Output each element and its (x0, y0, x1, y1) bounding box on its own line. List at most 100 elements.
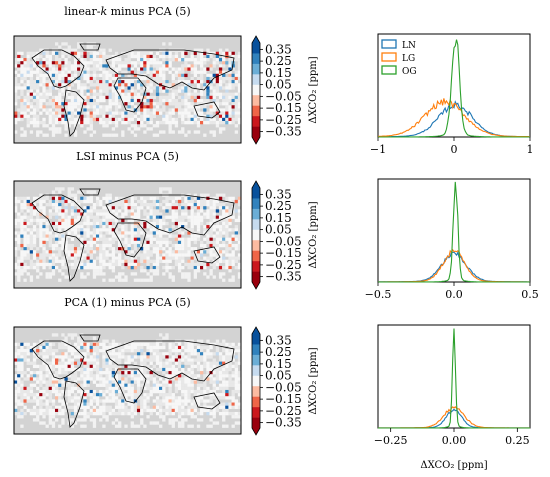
map-cell (171, 396, 175, 400)
map-cell (58, 64, 62, 68)
map-cell (51, 355, 56, 359)
map-cell (159, 424, 163, 428)
map-cell (17, 265, 21, 270)
map-cell (171, 418, 175, 422)
map-cell (102, 206, 106, 210)
map-cell (26, 272, 30, 276)
map-cell (83, 98, 87, 103)
map-cell (42, 411, 46, 416)
map-cell (70, 383, 75, 387)
map-cell (29, 386, 34, 391)
map-cell (54, 42, 59, 46)
map-cell (20, 361, 24, 365)
map-cell (111, 215, 116, 219)
map-cell (99, 389, 103, 394)
map-cell (143, 111, 147, 115)
map-cell (234, 58, 238, 62)
map-cell (168, 371, 172, 375)
map-cell (203, 352, 207, 356)
map-cell (162, 51, 166, 56)
map-cell (36, 108, 40, 112)
map-cell (26, 124, 30, 128)
map-cell (118, 259, 122, 263)
map-cell (234, 234, 238, 238)
map-cell (171, 225, 175, 229)
map-cell (136, 92, 141, 96)
map-cell (45, 355, 49, 359)
map-cell (168, 386, 172, 391)
map-cell (48, 61, 52, 65)
map-cell (14, 221, 18, 226)
map-cell (121, 265, 125, 270)
map-cell (51, 70, 56, 74)
map-cell (108, 393, 112, 397)
map-cell (114, 250, 119, 254)
map-cell (111, 127, 116, 131)
map-cell (42, 231, 46, 235)
map-cell (193, 89, 198, 93)
histogram-tick-label: −0.5 (365, 288, 392, 301)
map-cell (203, 212, 207, 216)
map-cell (165, 89, 169, 93)
map-cell (171, 76, 175, 81)
map-cell (102, 411, 106, 416)
map-cell (80, 92, 84, 96)
map-cell (237, 361, 242, 365)
map-cell (14, 399, 18, 403)
map-cell (140, 114, 144, 118)
map-cell (203, 215, 207, 219)
map-cell (184, 253, 188, 257)
map-cell (48, 120, 52, 125)
map-cell (73, 218, 78, 223)
map-cell (162, 265, 166, 270)
map-cell (86, 259, 90, 263)
map-cell (143, 269, 147, 273)
map-cell (64, 212, 68, 216)
map-cell (159, 234, 163, 238)
map-cell (99, 408, 103, 413)
map-cell (86, 364, 90, 369)
map-cell (67, 380, 71, 384)
map-cell (237, 234, 242, 238)
map-cell (196, 95, 201, 100)
map-cell (51, 342, 56, 347)
map-cell (121, 225, 125, 229)
map-cell (181, 421, 185, 425)
map-cell (80, 231, 84, 235)
map-cell (45, 133, 49, 137)
map-cell (102, 234, 106, 238)
map-cell (45, 380, 49, 384)
map-cell (29, 61, 34, 65)
map-cell (99, 58, 103, 62)
map-cell (218, 361, 223, 365)
map-cell (39, 243, 43, 248)
map-cell (165, 405, 169, 409)
map-cell (118, 383, 122, 387)
map-cell (86, 45, 90, 49)
map-cell (162, 54, 166, 59)
map-cell (190, 247, 194, 251)
map-cell (234, 380, 238, 384)
map-cell (143, 358, 147, 362)
map-cell (58, 114, 62, 118)
map-cell (61, 51, 65, 56)
map-cell (225, 259, 229, 263)
map-cell (237, 402, 242, 406)
map-cell (231, 102, 235, 106)
map-cell (80, 411, 84, 416)
map-cell (17, 73, 21, 78)
map-cell (209, 253, 213, 257)
map-cell (196, 418, 201, 422)
map-cell (209, 83, 213, 87)
map-cell (212, 225, 216, 229)
map-cell (83, 199, 87, 204)
map-cell (196, 364, 201, 369)
map-cell (177, 256, 182, 260)
map-cell (70, 243, 75, 248)
map-cell (222, 358, 226, 362)
map-cell (26, 203, 30, 207)
map-cell (32, 399, 37, 403)
map-cell (196, 54, 201, 59)
map-cell (51, 399, 56, 403)
map-cell (155, 218, 160, 223)
